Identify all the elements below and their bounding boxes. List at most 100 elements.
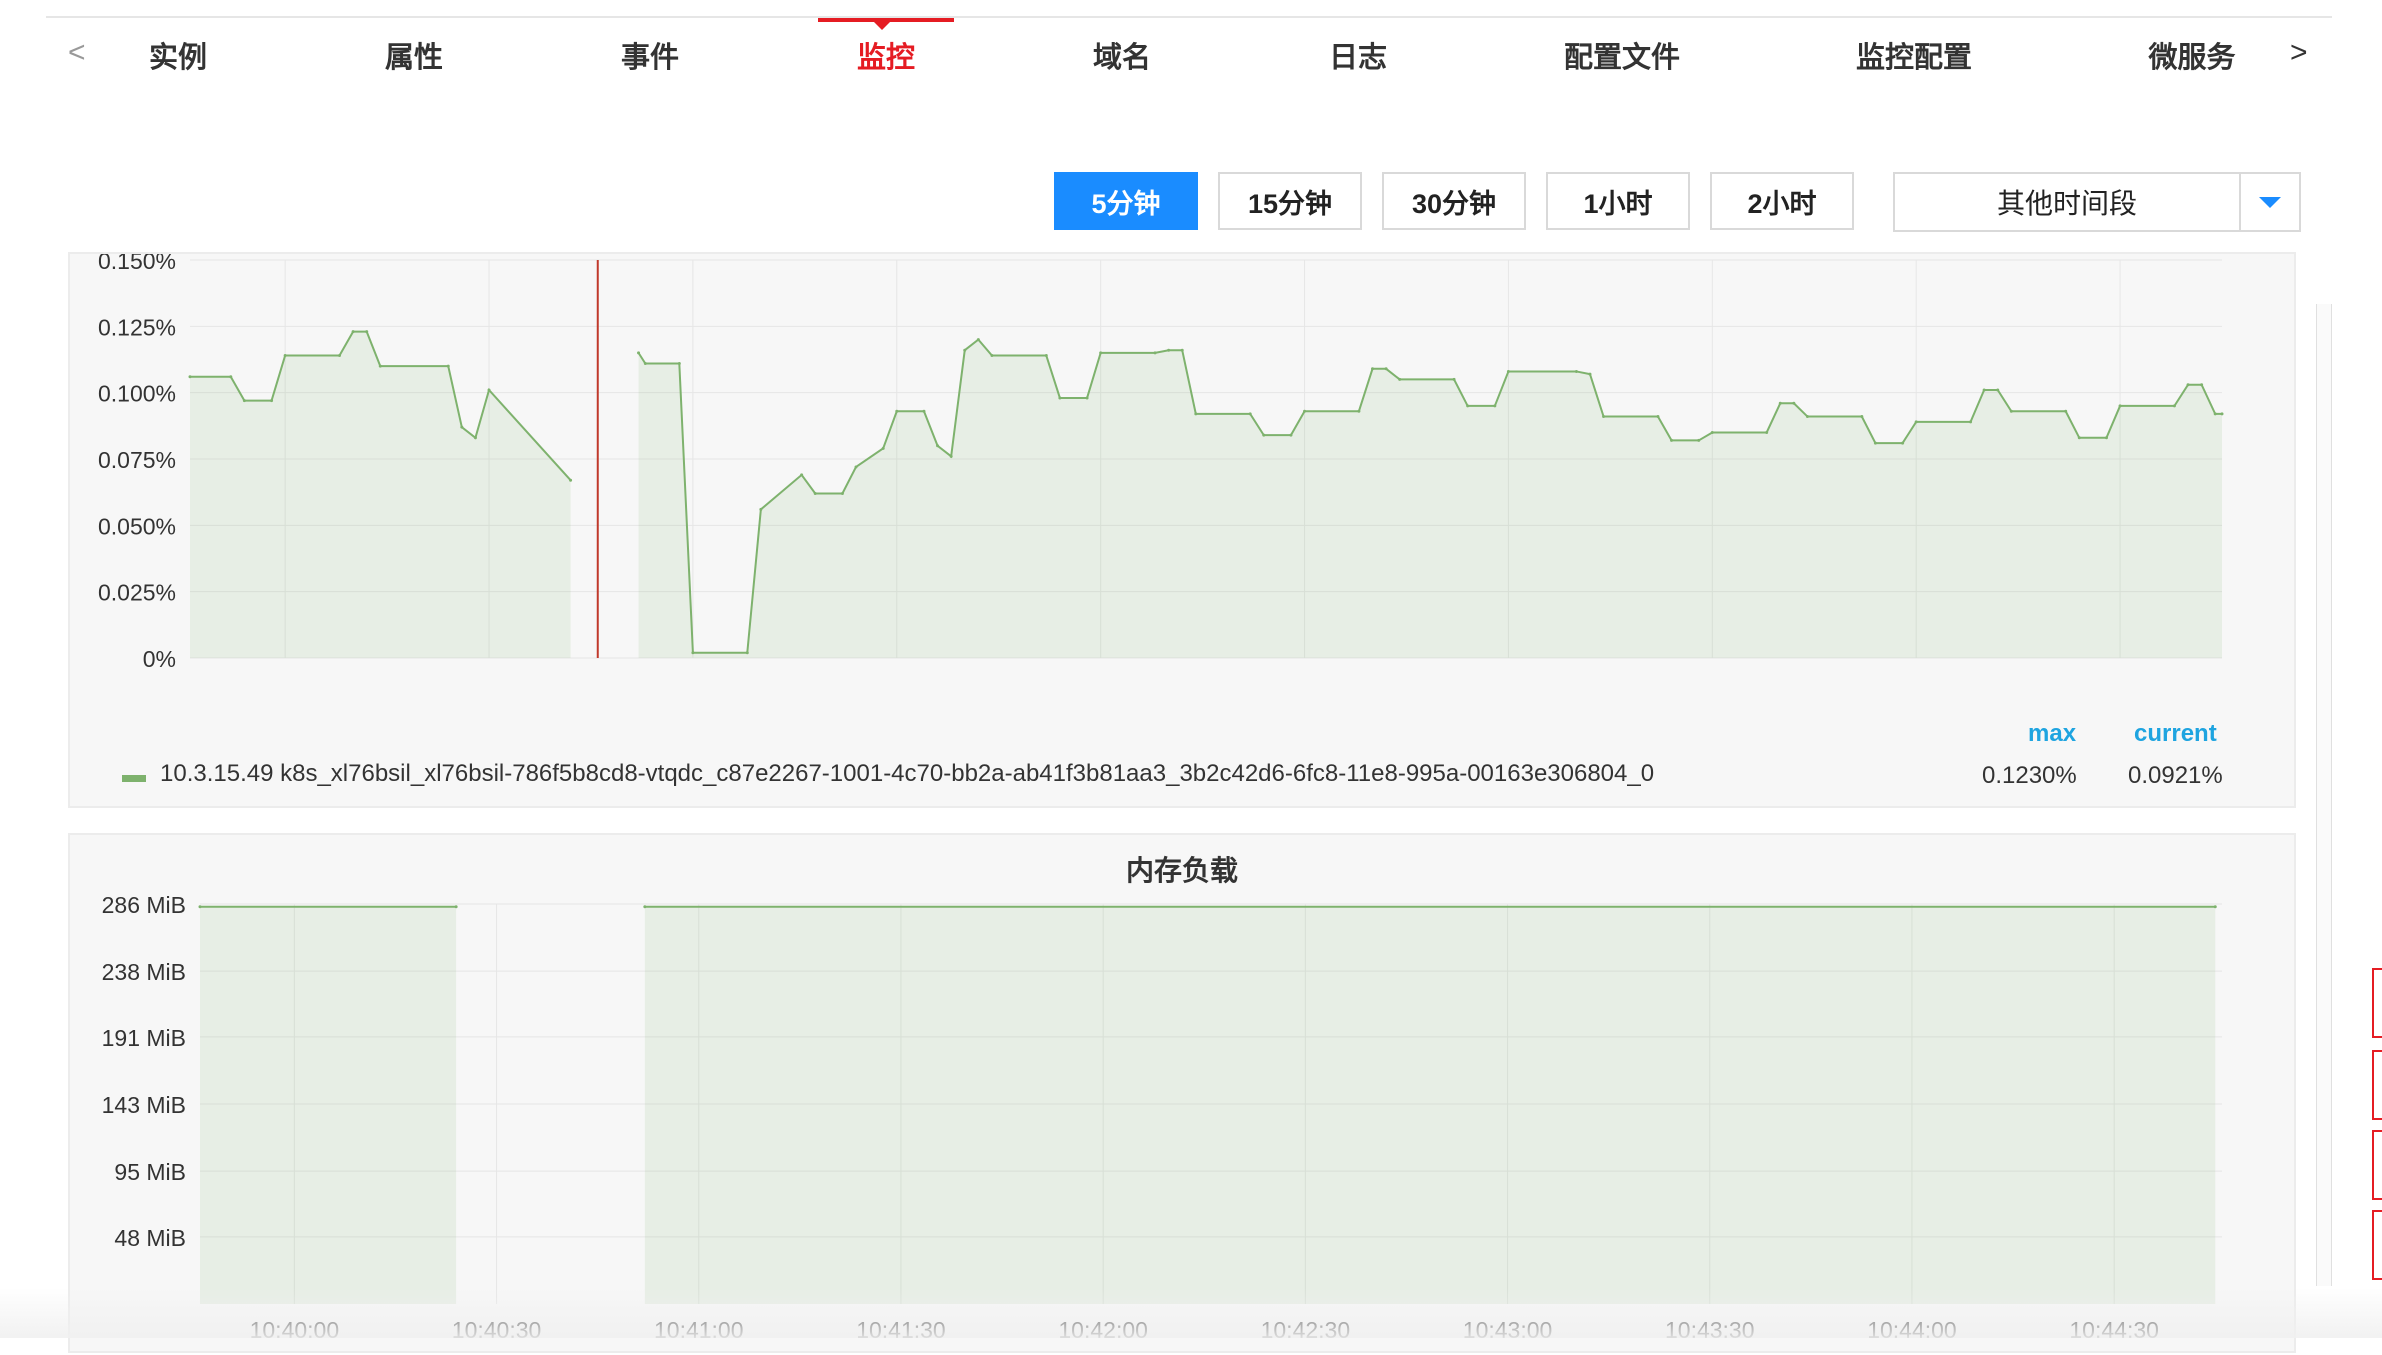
- memory-chart[interactable]: 48 MiB 95 MiB 143 MiB 191 MiB 238 MiB 286 MiB…: [70, 835, 2294, 1355]
- range-15min-button[interactable]: 15分钟: [1218, 172, 1362, 230]
- data-point: [643, 361, 647, 365]
- data-point: [1982, 388, 1986, 392]
- x-tick-label: 10:42:00: [1058, 1317, 1148, 1343]
- tab-domains[interactable]: 域名: [1092, 42, 1152, 74]
- data-point: [1914, 420, 1918, 424]
- data-point: [637, 351, 641, 355]
- tab-monitor-config[interactable]: 监控配置: [1855, 42, 1973, 74]
- data-point: [1805, 415, 1809, 419]
- x-tick-label: 10:44:30: [2069, 1317, 2159, 1343]
- data-point: [990, 354, 994, 358]
- y-tick-label: 48 MiB: [114, 1225, 186, 1251]
- data-point: [1996, 388, 2000, 392]
- active-tab-caret-icon: [874, 22, 890, 30]
- data-point: [487, 388, 491, 392]
- data-point: [1357, 409, 1361, 413]
- tab-monitoring[interactable]: 监控: [856, 42, 916, 74]
- data-point: [895, 409, 899, 413]
- tab-microservices[interactable]: 微服务: [2148, 42, 2236, 74]
- data-point: [1085, 396, 1089, 400]
- data-point: [1493, 404, 1497, 408]
- data-point: [283, 354, 287, 358]
- dropdown-toggle[interactable]: [2239, 174, 2299, 230]
- data-point: [229, 375, 233, 379]
- y-tick-label: 143 MiB: [102, 1092, 186, 1118]
- x-tick-label: 10:40:00: [240, 671, 330, 674]
- data-point: [1153, 351, 1157, 355]
- data-point: [1248, 412, 1252, 416]
- data-point: [759, 507, 763, 511]
- data-point: [1588, 372, 1592, 376]
- data-point: [188, 375, 192, 379]
- data-point: [1574, 369, 1578, 373]
- side-float-tab-2[interactable]: [2372, 1050, 2382, 1120]
- x-tick-label: 10:43:30: [1668, 671, 1758, 674]
- side-float-tab-1[interactable]: [2372, 968, 2382, 1038]
- data-point: [473, 436, 477, 440]
- cpu-chart[interactable]: 0% 0.025% 0.050% 0.075% 0.100% 0.125% 0.150% 10…: [70, 254, 2294, 674]
- y-tick-label: 0.050%: [98, 513, 176, 539]
- data-point: [677, 361, 681, 365]
- data-point: [1873, 441, 1877, 445]
- x-tick-label: 10:41:00: [648, 671, 738, 674]
- data-point: [198, 905, 202, 909]
- side-float-tab-3[interactable]: [2372, 1130, 2382, 1200]
- data-point: [446, 364, 450, 368]
- tab-properties[interactable]: 属性: [384, 42, 444, 74]
- x-tick-label: 10:43:00: [1464, 671, 1554, 674]
- tab-events[interactable]: 事件: [620, 42, 680, 74]
- y-tick-label: 95 MiB: [114, 1159, 186, 1185]
- x-tick-label: 10:41:30: [856, 1317, 946, 1343]
- x-tick-label: 10:42:00: [1056, 671, 1146, 674]
- data-point: [1697, 438, 1701, 442]
- data-point: [1602, 415, 1606, 419]
- x-tick-label: 10:40:00: [250, 1317, 340, 1343]
- legend-current-header[interactable]: current: [2134, 720, 2217, 747]
- x-tick-label: 10:44:30: [2075, 671, 2165, 674]
- x-tick-label: 10:40:30: [452, 1317, 542, 1343]
- data-point: [2186, 383, 2190, 387]
- data-point: [1969, 420, 1973, 424]
- data-point: [854, 465, 858, 469]
- tab-instances[interactable]: 实例: [148, 42, 208, 74]
- tabs-prev-button[interactable]: <: [68, 36, 86, 69]
- x-tick-label: 10:42:30: [1260, 671, 1350, 674]
- data-point: [1901, 441, 1905, 445]
- data-point: [2220, 412, 2224, 416]
- x-tick-label: 10:42:30: [1261, 1317, 1351, 1343]
- tabbar-top-border: [46, 16, 2332, 18]
- range-30min-button[interactable]: 30分钟: [1382, 172, 1526, 230]
- custom-range-dropdown[interactable]: 其他时间段: [1893, 172, 2301, 232]
- range-2hour-button[interactable]: 2小时: [1710, 172, 1854, 230]
- series-area-fill: [200, 906, 457, 1304]
- data-point: [1778, 401, 1782, 405]
- x-tick-label: 10:44:00: [1871, 671, 1961, 674]
- data-point: [378, 364, 382, 368]
- legend-series-name[interactable]: 10.3.15.49 k8s_xl76bsil_xl76bsil-786f5b8…: [160, 760, 1655, 787]
- tab-logs[interactable]: 日志: [1328, 42, 1388, 74]
- y-tick-label: 0.025%: [98, 580, 176, 606]
- data-point: [1765, 430, 1769, 434]
- data-point: [1506, 369, 1510, 373]
- legend-series-swatch: [122, 775, 146, 782]
- cpu-chart-panel: 0% 0.025% 0.050% 0.075% 0.100% 0.125% 0.150% 10…: [68, 252, 2296, 808]
- y-tick-label: 0.150%: [98, 254, 176, 274]
- legend-max-header[interactable]: max: [2028, 720, 2077, 747]
- tabs-next-button[interactable]: >: [2290, 36, 2308, 69]
- data-point: [460, 425, 464, 429]
- range-5min-button[interactable]: 5分钟: [1054, 172, 1198, 230]
- series-area-fill: [638, 339, 2222, 658]
- caret-down-icon: [2259, 196, 2281, 208]
- memory-chart-panel: 内存负载 48 MiB 95 MiB 143 MiB 191 MiB 238 MiB 28…: [68, 833, 2296, 1353]
- vertical-scrollbar[interactable]: [2316, 304, 2332, 1286]
- active-tab-indicator: [818, 18, 954, 22]
- data-point: [270, 399, 274, 403]
- range-1hour-button[interactable]: 1小时: [1546, 172, 1690, 230]
- data-point: [2118, 404, 2122, 408]
- data-point: [1289, 433, 1293, 437]
- data-point: [1099, 351, 1103, 355]
- side-float-tab-4[interactable]: [2372, 1210, 2382, 1280]
- data-point: [454, 905, 458, 909]
- data-point: [2213, 905, 2217, 909]
- tab-config-files[interactable]: 配置文件: [1563, 42, 1681, 74]
